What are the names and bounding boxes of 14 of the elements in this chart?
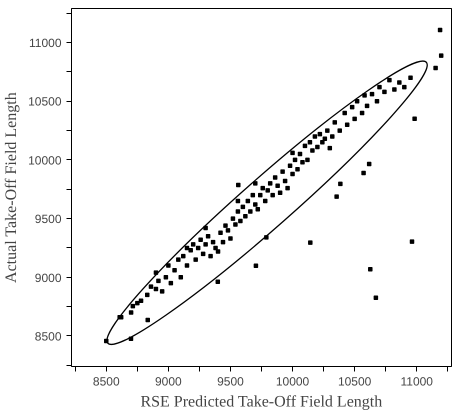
y-tick-label: 9500 [34,212,62,226]
x-tick-label: 8500 [92,374,120,388]
y-tick-label: 10000 [28,153,62,168]
x-tick-label: 9500 [217,374,244,388]
x-tick-label: 10500 [338,374,372,388]
y-tick-label: 8500 [34,329,62,344]
x-tick-label: 11000 [400,374,434,388]
y-tick-label: 11000 [29,36,62,50]
x-axis-title: RSE Predicted Take-Off Field Length [140,394,382,410]
x-tick-label: 10000 [276,374,310,388]
x-tick-label: 9000 [155,374,182,388]
y-axis-title: Actual Take-Off Field Length [3,92,20,283]
y-tick-label: 10500 [28,94,62,109]
y-tick-label: 9000 [34,270,62,285]
